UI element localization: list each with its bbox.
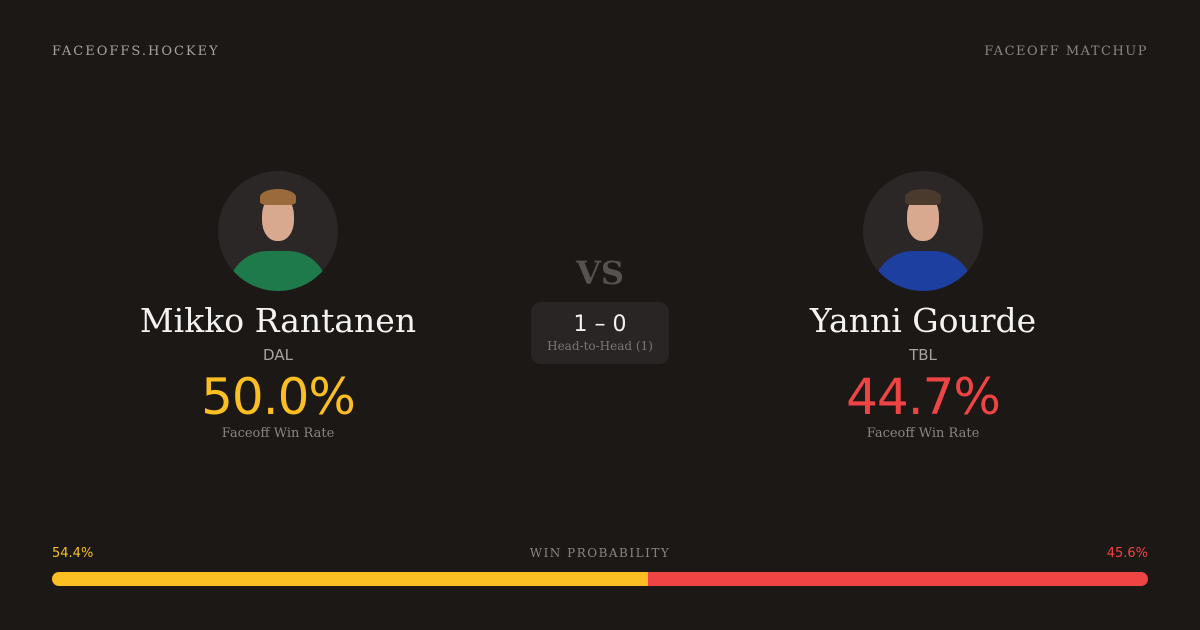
header-tag: FACEOFF MATCHUP (984, 44, 1148, 59)
player-name: Mikko Rantanen (139, 301, 417, 340)
player-left: Mikko Rantanen DAL 50.0% Faceoff Win Rat… (98, 171, 458, 441)
win-probability-bar (52, 572, 1148, 586)
brand-logo[interactable]: FACEOFFS.HOCKEY (52, 44, 220, 59)
win-prob-left-fill (52, 572, 649, 586)
vs-label: VS (576, 254, 624, 292)
h2h-label: Head-to-Head (1) (547, 339, 653, 353)
win-rate: 50.0% (201, 368, 356, 426)
player-team: TBL (909, 346, 937, 364)
win-prob-right: 45.6% (1106, 546, 1148, 561)
player-right: Yanni Gourde TBL 44.7% Faceoff Win Rate (743, 171, 1103, 441)
head-to-head-box: 1 – 0 Head-to-Head (1) (531, 302, 669, 364)
player-name: Yanni Gourde (809, 301, 1037, 340)
player-headshot (218, 171, 338, 291)
win-prob-title: WIN PROBABILITY (529, 546, 671, 560)
player-headshot (863, 171, 983, 291)
player-team: DAL (263, 346, 293, 364)
win-rate: 44.7% (846, 368, 1001, 426)
win-prob-left: 54.4% (52, 546, 94, 561)
h2h-score: 1 – 0 (573, 312, 627, 337)
win-prob-right-fill (648, 572, 1148, 586)
win-rate-label: Faceoff Win Rate (221, 426, 335, 441)
win-rate-label: Faceoff Win Rate (866, 426, 980, 441)
